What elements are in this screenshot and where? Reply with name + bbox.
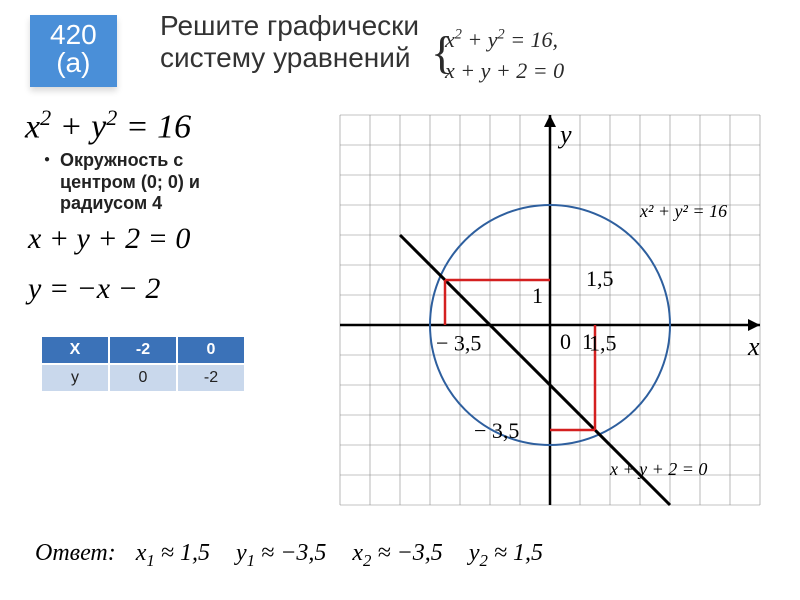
td-2: -2 bbox=[177, 364, 245, 392]
description-text: Окружность сцентром (0; 0) ирадиусом 4 bbox=[60, 150, 200, 213]
system-eq1: x2 + y2 = 16, bbox=[445, 27, 558, 52]
th-x: X bbox=[41, 336, 109, 364]
page-title: Решите графически систему уравнений bbox=[160, 10, 419, 74]
th-2: 0 bbox=[177, 336, 245, 364]
line-equation-solved: y = −x − 2 bbox=[28, 272, 160, 306]
svg-text:− 3,5: − 3,5 bbox=[436, 331, 481, 356]
title-line1: Решите графически bbox=[160, 10, 419, 41]
svg-text:x: x bbox=[747, 332, 760, 361]
answer-line: Ответ: x1 ≈ 1,5 y1 ≈ −3,5 x2 ≈ −3,5 y2 ≈… bbox=[35, 540, 563, 571]
svg-text:1,5: 1,5 bbox=[586, 266, 614, 291]
badge-sub: (а) bbox=[56, 47, 90, 78]
answer-x2: x2 ≈ −3,5 bbox=[352, 540, 442, 566]
svg-text:0: 0 bbox=[560, 329, 571, 354]
td-1: 0 bbox=[109, 364, 177, 392]
svg-text:1,5: 1,5 bbox=[589, 331, 617, 356]
badge-number: 420 bbox=[50, 19, 97, 50]
value-table: X -2 0 y 0 -2 bbox=[40, 335, 246, 393]
system-equations: { x2 + y2 = 16, x + y + 2 = 0 bbox=[445, 25, 564, 87]
bullet-icon: ● bbox=[44, 154, 50, 166]
td-y: y bbox=[41, 364, 109, 392]
slide: 420 (а) Решите графически систему уравне… bbox=[0, 0, 800, 600]
answer-y1: y1 ≈ −3,5 bbox=[236, 540, 326, 566]
coordinate-graph: 011yx1,51,5− 3,5− 3,5x² + y² = 16x + y +… bbox=[320, 95, 780, 515]
svg-text:y: y bbox=[557, 120, 572, 149]
answer-label: Ответ: bbox=[35, 540, 116, 566]
circle-description: ● Окружность сцентром (0; 0) ирадиусом 4 bbox=[60, 150, 200, 215]
svg-text:− 3,5: − 3,5 bbox=[474, 418, 519, 443]
title-line2: систему уравнений bbox=[160, 42, 411, 73]
system-eq2: x + y + 2 = 0 bbox=[445, 58, 564, 83]
table-row-header: X -2 0 bbox=[41, 336, 245, 364]
answer-x1: x1 ≈ 1,5 bbox=[136, 540, 210, 566]
line-equation: x + y + 2 = 0 bbox=[28, 222, 190, 256]
svg-text:x² + y² = 16: x² + y² = 16 bbox=[639, 201, 727, 221]
svg-text:1: 1 bbox=[532, 283, 543, 308]
svg-text:x + y + 2 = 0: x + y + 2 = 0 bbox=[609, 459, 707, 479]
answer-y2: y2 ≈ 1,5 bbox=[469, 540, 543, 566]
table-row-values: y 0 -2 bbox=[41, 364, 245, 392]
circle-equation: x2 + y2 = 16 bbox=[25, 105, 191, 146]
problem-badge: 420 (а) bbox=[30, 15, 117, 87]
brace-icon: { bbox=[431, 21, 453, 85]
th-1: -2 bbox=[109, 336, 177, 364]
